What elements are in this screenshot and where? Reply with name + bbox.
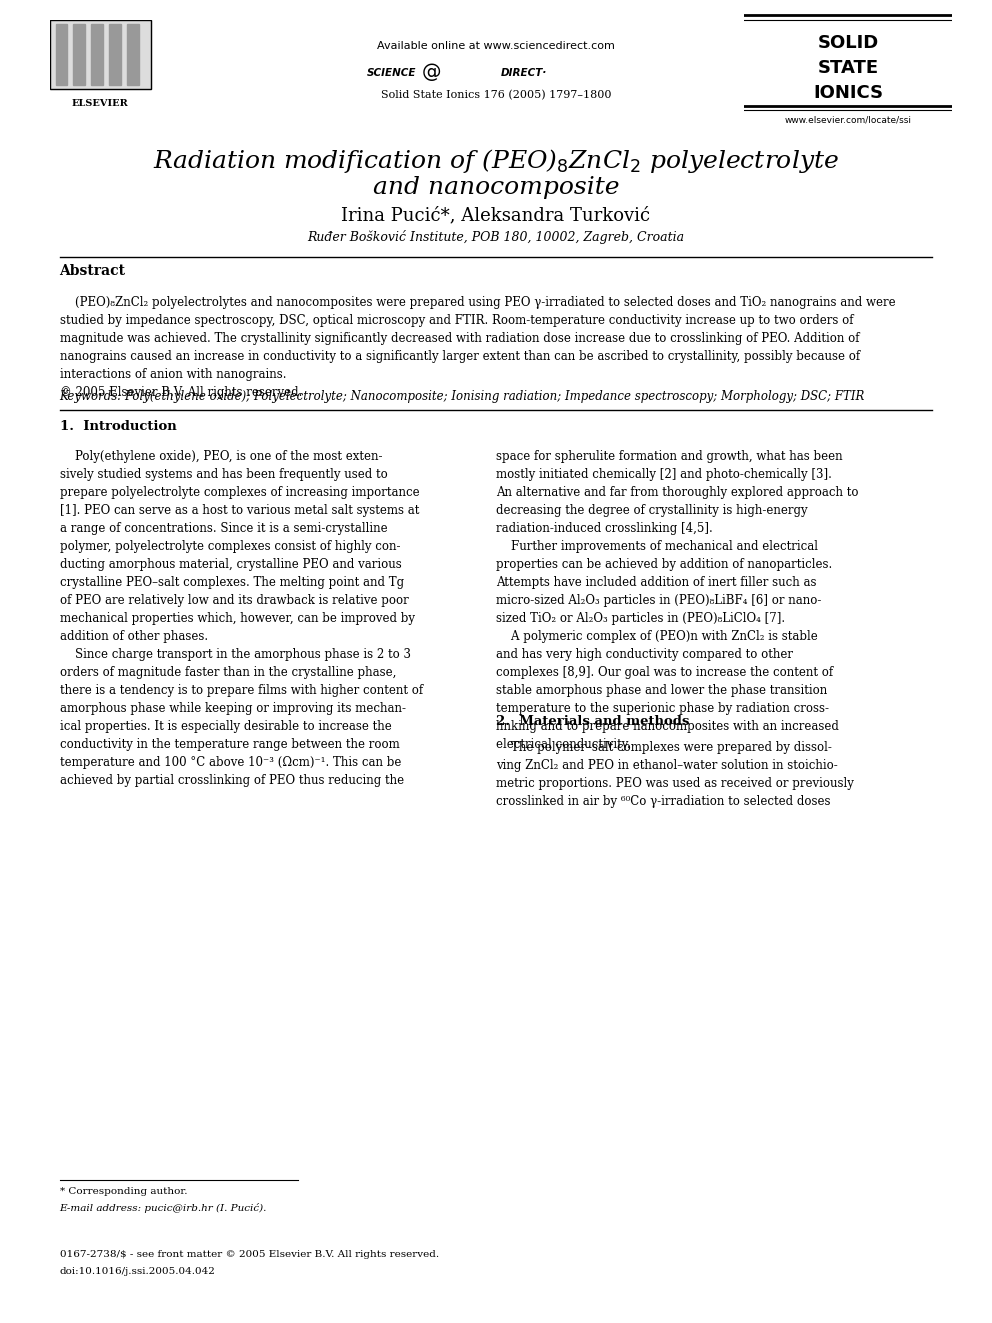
- Text: SCIENCE: SCIENCE: [367, 67, 417, 78]
- Text: 2.  Materials and methods: 2. Materials and methods: [496, 714, 689, 728]
- Bar: [50, 20, 151, 89]
- Text: @: @: [422, 64, 441, 82]
- Text: Keywords: Poly(ethylene oxide); Polyelectrolyte; Nanocomposite; Ionising radiati: Keywords: Poly(ethylene oxide); Polyelec…: [60, 390, 865, 404]
- Text: 1.  Introduction: 1. Introduction: [60, 419, 177, 433]
- Text: The polymer–salt complexes were prepared by dissol-
ving ZnCl₂ and PEO in ethano: The polymer–salt complexes were prepared…: [496, 741, 854, 808]
- Text: Abstract: Abstract: [60, 265, 126, 278]
- Text: www.elsevier.com/locate/ssi: www.elsevier.com/locate/ssi: [785, 116, 912, 124]
- Text: Ruđer Bošković Institute, POB 180, 10002, Zagreb, Croatia: Ruđer Bošković Institute, POB 180, 10002…: [308, 230, 684, 243]
- Text: Available online at www.sciencedirect.com: Available online at www.sciencedirect.co…: [377, 41, 615, 52]
- Bar: [73, 24, 85, 85]
- Text: IONICS: IONICS: [813, 83, 883, 102]
- Text: STATE: STATE: [817, 58, 879, 77]
- Text: DIRECT·: DIRECT·: [501, 67, 548, 78]
- Text: Solid State Ionics 176 (2005) 1797–1800: Solid State Ionics 176 (2005) 1797–1800: [381, 90, 611, 101]
- Bar: [56, 24, 67, 85]
- Text: doi:10.1016/j.ssi.2005.04.042: doi:10.1016/j.ssi.2005.04.042: [60, 1267, 215, 1277]
- Text: space for spherulite formation and growth, what has been
mostly initiated chemic: space for spherulite formation and growt…: [496, 450, 858, 751]
- Text: SOLID: SOLID: [817, 34, 879, 52]
- Bar: [50, 20, 151, 89]
- Text: Poly(ethylene oxide), PEO, is one of the most exten-
sively studied systems and : Poly(ethylene oxide), PEO, is one of the…: [60, 450, 423, 787]
- Text: Radiation modification of (PEO)$_8$ZnCl$_2$ polyelectrolyte: Radiation modification of (PEO)$_8$ZnCl$…: [153, 147, 839, 176]
- Text: * Corresponding author.: * Corresponding author.: [60, 1187, 187, 1196]
- Text: Irina Pucić*, Aleksandra Turković: Irina Pucić*, Aleksandra Turković: [341, 206, 651, 225]
- Bar: [91, 24, 103, 85]
- Text: and nanocomposite: and nanocomposite: [373, 176, 619, 200]
- Bar: [127, 24, 139, 85]
- Text: 0167-2738/$ - see front matter © 2005 Elsevier B.V. All rights reserved.: 0167-2738/$ - see front matter © 2005 El…: [60, 1250, 438, 1259]
- Text: ELSEVIER: ELSEVIER: [71, 99, 128, 107]
- Bar: [109, 24, 121, 85]
- Text: E-mail address: pucic@irb.hr (I. Pucić).: E-mail address: pucic@irb.hr (I. Pucić).: [60, 1203, 267, 1213]
- Text: (PEO)₈ZnCl₂ polyelectrolytes and nanocomposites were prepared using PEO γ-irradi: (PEO)₈ZnCl₂ polyelectrolytes and nanocom…: [60, 296, 895, 400]
